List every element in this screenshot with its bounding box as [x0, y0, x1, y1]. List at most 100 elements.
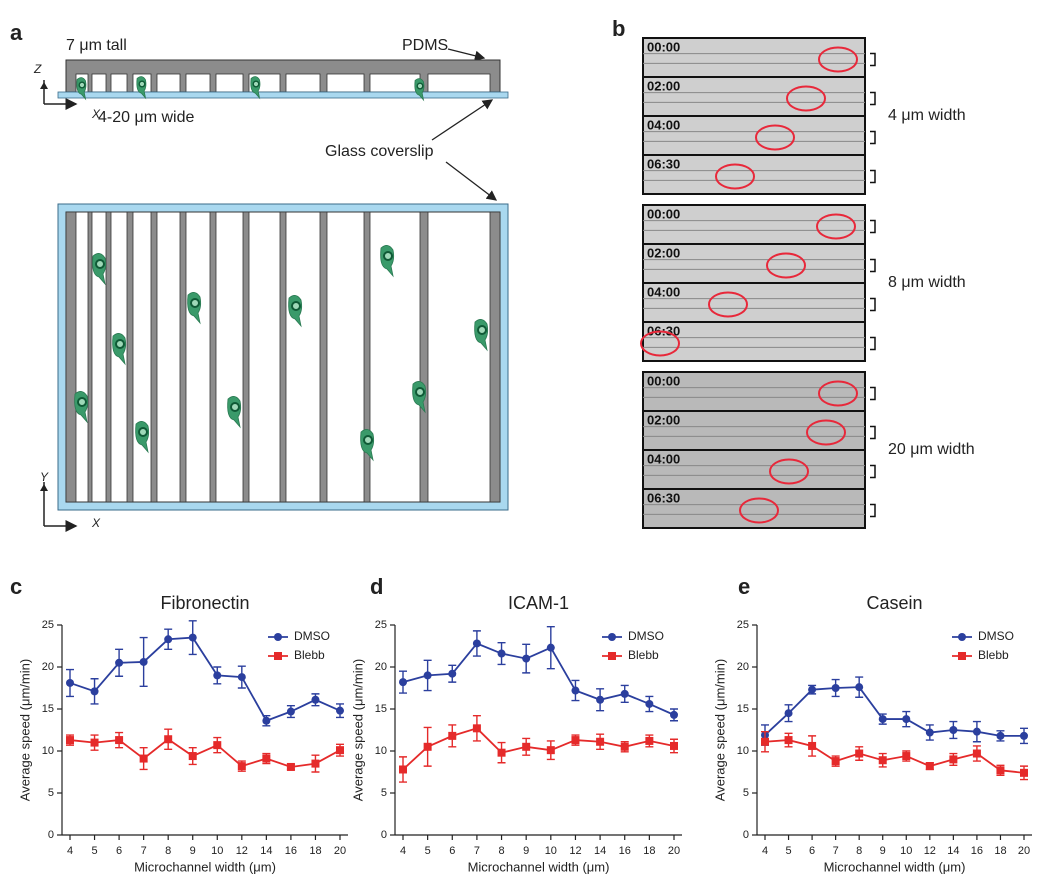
x-tick-label: 8 [165, 845, 171, 857]
x-tick-label: 10 [545, 845, 557, 857]
marker [902, 715, 911, 724]
x-tick-label: 7 [141, 845, 147, 857]
marker [448, 731, 457, 740]
marker [855, 683, 864, 692]
series-line [402, 727, 675, 771]
marker [949, 755, 958, 764]
marker [237, 762, 246, 771]
timestamp: 00:00 [647, 373, 680, 388]
marker [286, 707, 295, 716]
nucleus [415, 387, 425, 397]
marker [808, 741, 817, 750]
cell-highlight [715, 163, 755, 190]
cell-highlight [806, 419, 846, 446]
y-axis-label: Average speed (μm/min) [350, 659, 365, 801]
height-label: 7 μm tall [66, 37, 127, 54]
y-tick-label: 10 [42, 745, 54, 757]
marker [855, 749, 864, 758]
marker [761, 737, 769, 746]
marker [784, 709, 793, 718]
marker [546, 746, 555, 755]
timestamp: 04:00 [647, 451, 680, 466]
frame [642, 115, 866, 156]
chart-title: ICAM-1 [508, 593, 569, 613]
marker [497, 748, 506, 757]
channel [91, 73, 107, 93]
x-tick-label: 14 [260, 845, 272, 857]
marker [996, 766, 1005, 775]
x-axis-label: Microchannel width (μm) [468, 859, 610, 874]
chart-title: Fibronectin [160, 593, 249, 613]
marker [399, 678, 407, 687]
channel [110, 73, 128, 93]
y-tick-label: 10 [375, 745, 387, 757]
y-tick-label: 20 [737, 661, 749, 673]
marker [925, 728, 934, 737]
width-label: 8 μm width [888, 274, 966, 291]
x-tick-label: 8 [498, 845, 504, 857]
legend-label: DMSO [628, 629, 664, 643]
panel-label: b [612, 16, 625, 41]
y-axis-label: Average speed (μm/min) [17, 659, 32, 801]
marker [596, 737, 605, 746]
marker [336, 706, 344, 715]
marker [188, 633, 197, 642]
marker [399, 765, 407, 774]
cell-highlight [755, 124, 795, 151]
y-tick-label: 25 [737, 619, 749, 631]
marker [670, 710, 678, 719]
bracket [870, 336, 876, 351]
x-tick-label: 14 [947, 845, 959, 857]
nucleus [416, 82, 424, 90]
nucleus [383, 251, 393, 261]
marker [274, 633, 282, 641]
nucleus [252, 80, 260, 88]
nucleus [95, 259, 105, 269]
x-tick-label: 5 [91, 845, 97, 857]
x-tick-label: 5 [785, 845, 791, 857]
charts: Fibronectin 0 5 10 15 20 25 4 5 6 7 8 9 10 12 14 16 18 20 M… [17, 593, 1032, 874]
pdms-label: PDMS [402, 37, 448, 54]
x-tick-label: 20 [334, 845, 346, 857]
series-line [764, 686, 1024, 737]
wall [65, 211, 77, 503]
wall [126, 211, 134, 503]
marker [213, 671, 222, 680]
timestamp: 00:00 [647, 39, 680, 54]
cell-highlight [816, 213, 856, 240]
panel-label: a [10, 20, 23, 45]
y-tick-label: 20 [375, 661, 387, 673]
wall [150, 211, 158, 503]
width-label: 4 μm width [888, 107, 966, 124]
y-tick-label: 0 [48, 829, 54, 841]
marker [596, 695, 605, 704]
marker [497, 649, 506, 658]
arrow [447, 48, 486, 61]
marker [571, 686, 580, 695]
marker [784, 736, 793, 745]
channel [285, 73, 321, 93]
y-tick-label: 5 [48, 787, 54, 799]
marker [902, 752, 911, 761]
y-tick-label: 25 [42, 619, 54, 631]
frame [642, 282, 866, 323]
marker [213, 741, 222, 750]
series-line [69, 738, 341, 768]
x-tick-label: 6 [116, 845, 122, 857]
cell-highlight [708, 291, 748, 318]
nucleus [77, 397, 87, 407]
wall [105, 211, 112, 503]
x-tick-label: 6 [809, 845, 815, 857]
channel [326, 73, 365, 93]
y-tick-label: 25 [375, 619, 387, 631]
frame [642, 154, 866, 195]
timelapse: 00:00 02:00 04:00 06:30 4 μm width 00:00 02:00… [640, 37, 975, 529]
x-tick-label: 5 [425, 845, 431, 857]
marker [336, 746, 344, 755]
marker [262, 754, 271, 763]
bracket [870, 297, 876, 312]
bracket [870, 386, 876, 401]
series-line [764, 739, 1025, 774]
width-label: 20 μm width [888, 441, 975, 458]
channel [185, 73, 211, 93]
